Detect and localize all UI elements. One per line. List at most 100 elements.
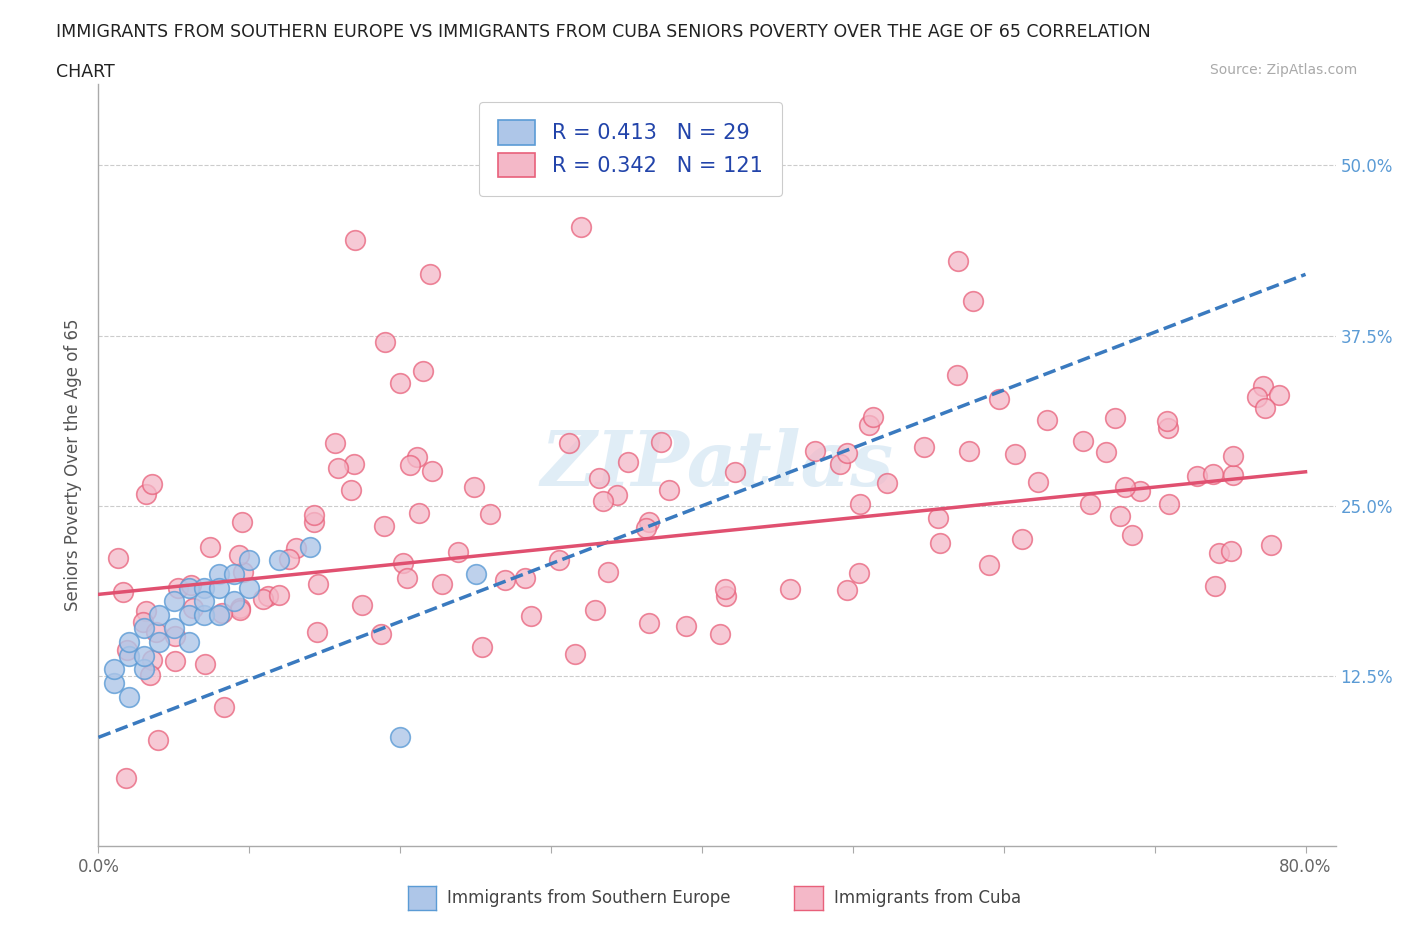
Point [634,521,657,536]
Point [1036,412,1059,427]
Point [269,553,291,568]
Point [395,571,418,586]
Point [977,557,1000,572]
Point [208,566,231,581]
Text: Immigrants from Southern Europe: Immigrants from Southern Europe [447,889,731,908]
Point [1222,449,1244,464]
Point [1202,467,1225,482]
Point [343,232,366,247]
Point [724,465,747,480]
Point [1222,468,1244,483]
Point [392,555,415,570]
Point [463,480,485,495]
Point [1104,410,1126,425]
Y-axis label: Seniors Poverty Over the Age of 65: Seniors Poverty Over the Age of 65 [65,319,83,611]
Point [1071,433,1094,448]
Point [638,514,661,529]
Text: ZIPatlas: ZIPatlas [540,428,894,502]
Point [180,578,202,592]
Point [1220,544,1243,559]
Point [208,607,231,622]
Point [927,511,949,525]
Point [709,627,731,642]
Point [257,589,280,604]
Point [252,591,274,606]
Text: IMMIGRANTS FROM SOUTHERN EUROPE VS IMMIGRANTS FROM CUBA SENIORS POVERTY OVER THE: IMMIGRANTS FROM SOUTHERN EUROPE VS IMMIG… [56,23,1152,41]
Point [211,606,233,621]
Point [547,552,569,567]
Point [285,541,308,556]
Point [946,367,969,382]
Point [1109,509,1132,524]
Point [132,621,155,636]
Point [231,515,253,530]
Point [232,565,254,579]
Point [1268,388,1291,403]
Point [228,547,250,562]
Point [713,581,735,596]
Text: CHART: CHART [56,63,115,81]
Legend: R = 0.413   N = 29, R = 0.342   N = 121: R = 0.413 N = 29, R = 0.342 N = 121 [479,101,782,195]
Point [803,444,825,458]
Point [132,648,155,663]
Point [716,588,738,603]
Point [117,634,139,649]
Point [229,600,252,615]
Point [117,689,139,704]
Point [564,646,586,661]
Point [148,634,170,649]
Point [650,434,672,449]
Point [1254,401,1277,416]
Point [405,449,427,464]
Point [177,607,200,622]
Point [1114,480,1136,495]
Point [117,642,139,657]
Point [557,435,579,450]
Point [569,219,592,234]
Point [1078,497,1101,512]
Point [304,514,326,529]
Point [592,494,614,509]
Point [419,267,441,282]
Point [343,457,366,472]
Point [135,604,157,618]
Point [471,640,494,655]
Point [617,455,640,470]
Point [1187,469,1209,484]
Point [588,471,610,485]
Point [194,657,217,671]
Point [238,553,260,568]
Point [1251,379,1274,393]
Point [278,551,301,566]
Point [430,577,453,591]
Point [1246,390,1268,405]
Point [269,588,291,603]
Point [494,572,516,587]
Point [103,662,125,677]
Point [214,699,236,714]
Point [177,580,200,595]
Point [658,483,681,498]
Point [422,464,444,479]
Point [858,418,880,432]
Point [848,497,870,512]
Point [513,571,536,586]
Point [132,662,155,677]
Point [224,593,246,608]
Point [1208,545,1230,560]
Point [141,652,163,667]
Point [374,335,396,350]
Point [389,376,412,391]
Point [350,597,373,612]
Point [103,675,125,690]
Point [446,545,468,560]
Point [107,551,129,566]
Point [307,625,329,640]
Point [112,585,135,600]
Point [302,507,325,522]
Point [1156,413,1178,428]
Point [987,392,1010,407]
Point [208,580,231,595]
Point [114,771,136,786]
Point [948,253,970,268]
